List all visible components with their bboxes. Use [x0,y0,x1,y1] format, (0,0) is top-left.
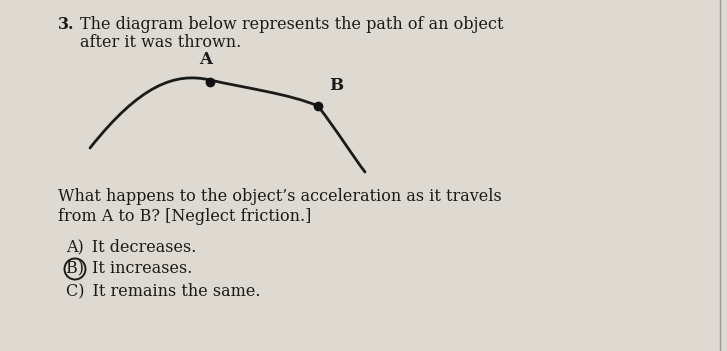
Text: C) It remains the same.: C) It remains the same. [66,282,260,299]
Text: B: B [329,77,343,94]
Text: B) It increases.: B) It increases. [66,260,193,277]
Text: The diagram below represents the path of an object: The diagram below represents the path of… [80,16,504,33]
Text: What happens to the object’s acceleration as it travels: What happens to the object’s acceleratio… [58,188,502,205]
Text: 3.: 3. [58,16,74,33]
Text: A) It decreases.: A) It decreases. [66,238,196,255]
Text: after it was thrown.: after it was thrown. [80,34,241,51]
Text: from A to B? [Neglect friction.]: from A to B? [Neglect friction.] [58,208,311,225]
Text: A: A [199,51,212,68]
